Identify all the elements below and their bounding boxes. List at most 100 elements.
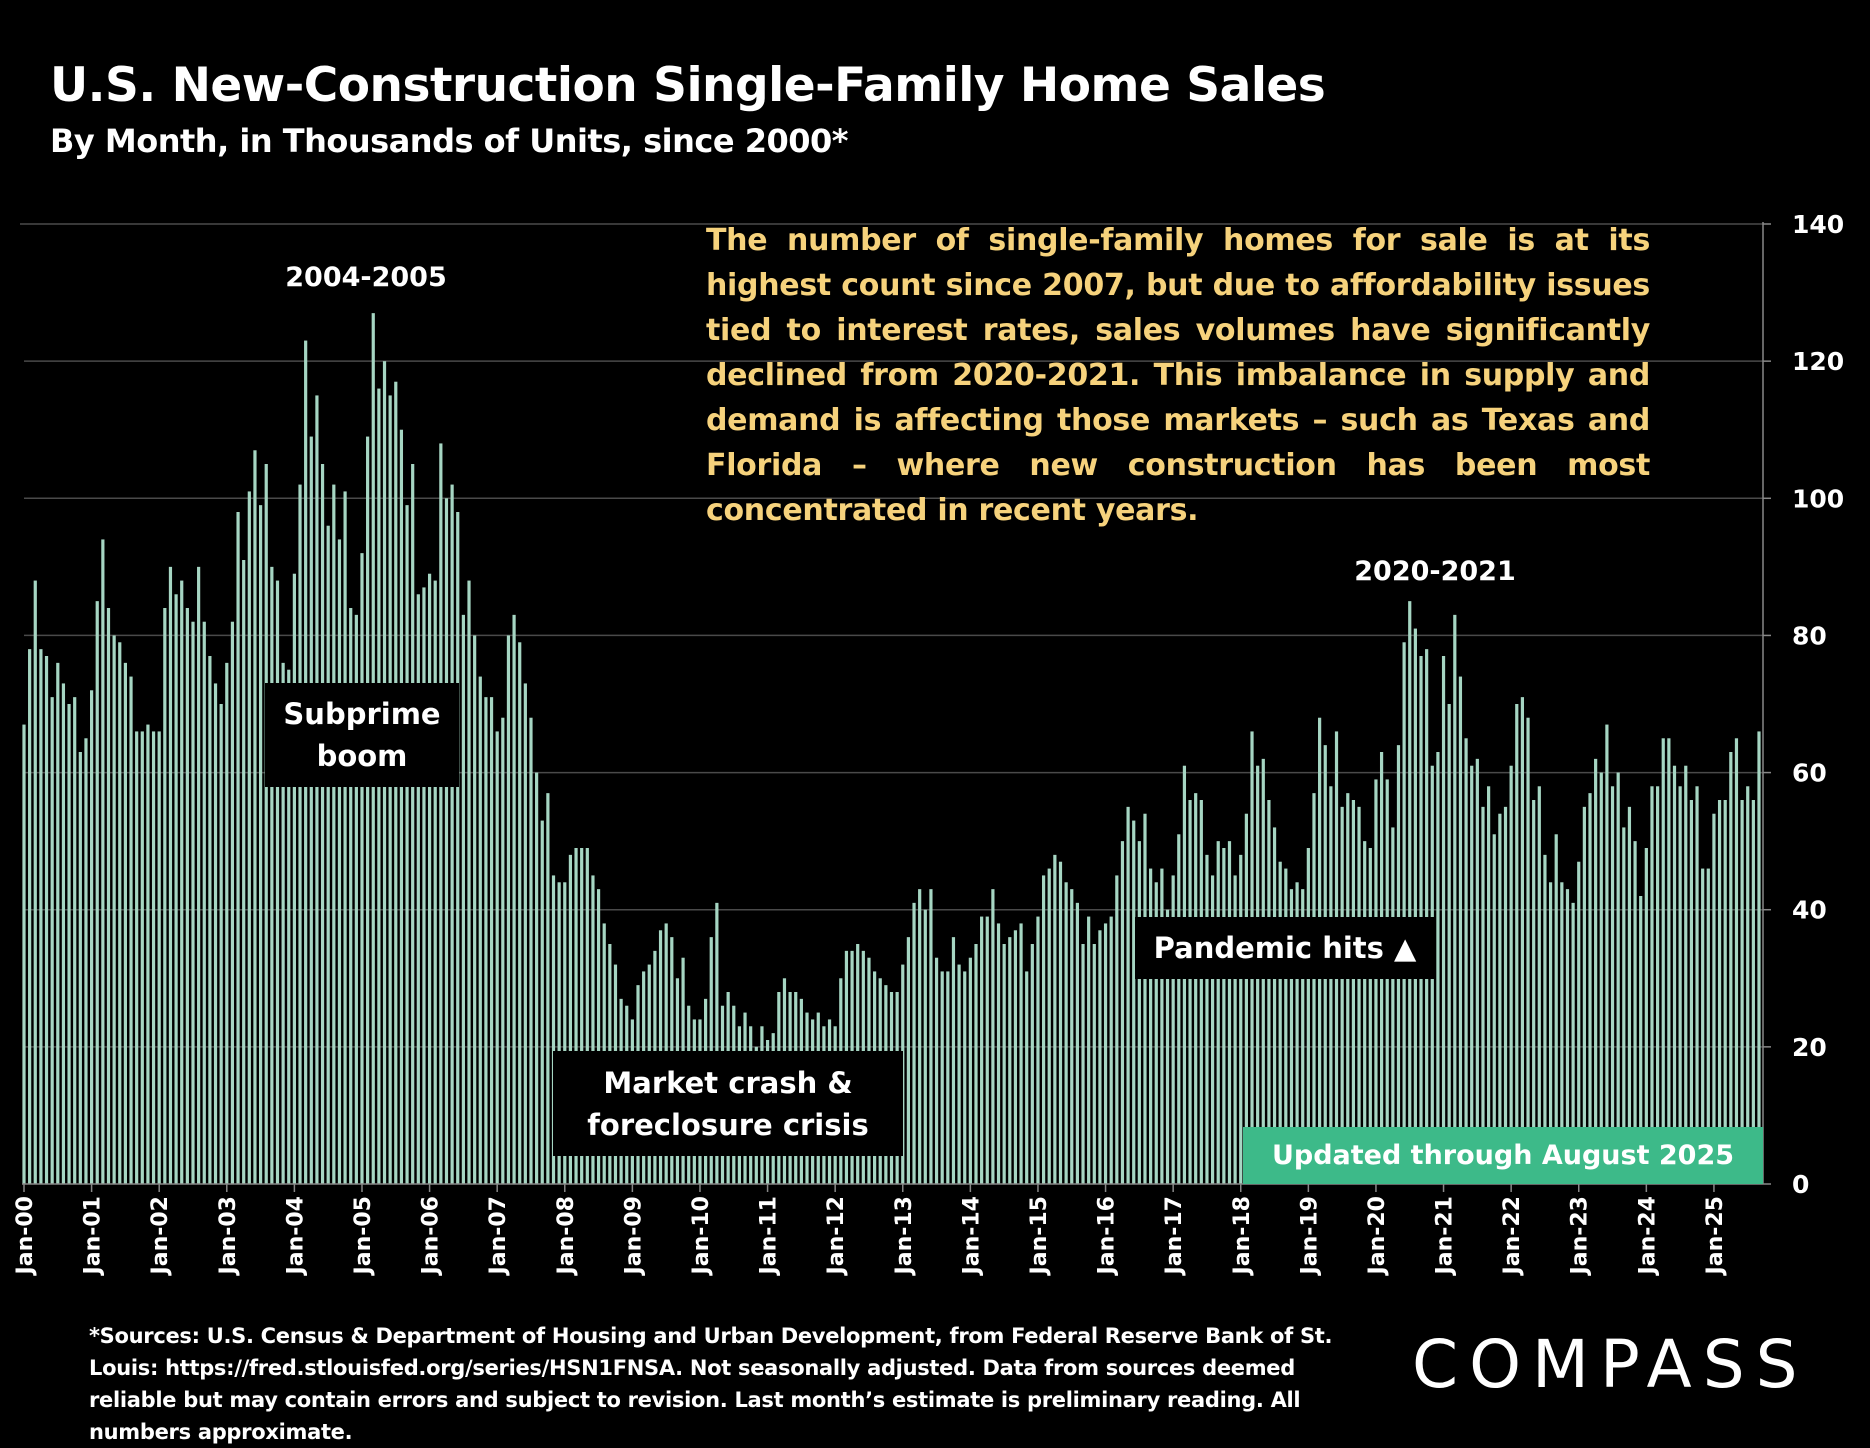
bar — [1712, 813, 1716, 1184]
bar — [1582, 806, 1586, 1184]
bar — [1025, 971, 1029, 1184]
compass-logo: COMPASS — [1412, 1326, 1809, 1403]
bar — [1081, 944, 1085, 1184]
bar — [264, 464, 268, 1184]
bar — [84, 738, 88, 1184]
bar — [968, 957, 972, 1184]
subprime-boom-label: Subprime boom — [265, 683, 459, 787]
bar — [512, 614, 516, 1184]
bar — [1425, 649, 1429, 1184]
bar — [1002, 944, 1006, 1184]
bar — [343, 491, 347, 1184]
bar — [444, 498, 449, 1184]
bar — [546, 793, 550, 1184]
pandemic-hits-label: Pandemic hits ▲ — [1135, 917, 1435, 979]
updated-through-badge: Updated through August 2025 — [1243, 1127, 1763, 1184]
bar — [574, 848, 578, 1184]
x-tick-label: Jan-07 — [486, 1196, 511, 1276]
bar — [1075, 902, 1079, 1184]
bar — [1041, 875, 1046, 1184]
bar — [1543, 854, 1547, 1184]
bar — [157, 731, 161, 1184]
bar — [568, 854, 573, 1184]
bar — [1571, 902, 1575, 1184]
bar — [1216, 841, 1220, 1184]
bar — [236, 512, 240, 1184]
x-tick-label: Jan-00 — [13, 1196, 38, 1276]
x-tick-label: Jan-23 — [1568, 1196, 1593, 1276]
bar — [963, 971, 967, 1184]
bar — [1087, 916, 1091, 1184]
bar — [1103, 923, 1108, 1184]
bar — [1458, 676, 1463, 1184]
bar — [1492, 834, 1496, 1184]
bar — [219, 704, 223, 1184]
bar — [1030, 944, 1034, 1184]
bar — [1391, 827, 1395, 1184]
bar — [1548, 882, 1553, 1184]
bar — [985, 916, 989, 1184]
bar — [399, 429, 404, 1184]
bar — [185, 608, 189, 1184]
x-tick-label: Jan-14 — [959, 1196, 984, 1276]
bar — [1188, 800, 1192, 1184]
bar — [551, 875, 556, 1184]
bar — [112, 635, 116, 1184]
bar — [258, 505, 263, 1185]
x-tick-label: Jan-15 — [1027, 1196, 1052, 1276]
bar — [1008, 937, 1012, 1184]
bar — [1385, 779, 1389, 1184]
bar — [1650, 786, 1654, 1184]
bar — [974, 944, 978, 1184]
bar — [1132, 820, 1136, 1184]
x-tick-label: Jan-18 — [1230, 1196, 1255, 1276]
x-tick-label: Jan-01 — [81, 1196, 106, 1276]
x-tick-label: Jan-17 — [1162, 1196, 1187, 1276]
bar — [1746, 786, 1750, 1184]
bar — [1475, 758, 1479, 1184]
bar — [298, 484, 302, 1185]
bar — [1526, 717, 1530, 1184]
bar — [1346, 793, 1350, 1184]
bar — [1701, 868, 1705, 1184]
x-axis: Jan-00 Jan-01 Jan-02 Jan-03 Jan-04 Jan-05 Jan-… — [13, 1183, 1763, 1276]
bar — [1729, 752, 1733, 1184]
bar — [506, 635, 511, 1184]
bar — [523, 683, 527, 1184]
chart-subtitle: By Month, in Thousands of Units, since 2… — [50, 122, 848, 160]
bar — [123, 662, 127, 1184]
bar — [67, 704, 71, 1184]
bars — [22, 313, 1761, 1185]
annotation-text: The number of single-family homes for sa… — [706, 223, 1650, 528]
bar — [1267, 800, 1271, 1184]
y-tick-label: 100 — [1792, 484, 1844, 513]
bar — [1137, 841, 1141, 1184]
bar — [1503, 806, 1508, 1184]
bar — [1684, 765, 1688, 1184]
bar — [529, 717, 533, 1184]
bar — [934, 957, 939, 1184]
bar — [28, 649, 32, 1184]
x-tick-label: Jan-08 — [554, 1196, 579, 1276]
bar — [326, 525, 330, 1184]
bar — [247, 491, 251, 1184]
bar — [366, 436, 370, 1185]
bar — [1092, 944, 1096, 1184]
bar — [287, 669, 291, 1184]
bar — [906, 937, 910, 1184]
bar — [1357, 806, 1361, 1184]
bar — [433, 580, 437, 1184]
bar — [1165, 909, 1170, 1184]
bar — [163, 608, 167, 1184]
bar — [495, 731, 499, 1184]
y-tick-label: 20 — [1792, 1033, 1827, 1062]
bar — [1058, 861, 1063, 1184]
bar — [557, 882, 561, 1184]
bar — [1537, 786, 1541, 1184]
bar — [422, 587, 426, 1184]
bar — [118, 642, 122, 1184]
bar — [484, 697, 488, 1184]
bar — [39, 649, 43, 1184]
y-tick-label: 80 — [1792, 621, 1827, 650]
bar — [489, 697, 494, 1184]
